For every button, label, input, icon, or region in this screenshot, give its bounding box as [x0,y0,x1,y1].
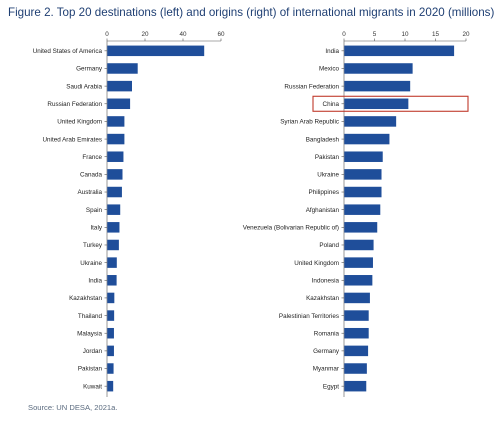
dest-bar [107,380,114,392]
dest-bar [107,310,115,321]
orig-category-label: Afghanistan [306,207,340,214]
dest-category-label: Kazakhstan [69,295,102,302]
dest-bar [107,363,114,374]
orig-category-label: China [323,101,340,108]
dest-category-label: United Kingdom [57,119,102,126]
orig-category-label: Romania [314,330,340,337]
dest-category-label: Australia [78,189,103,196]
orig-bar [344,204,381,215]
orig-bar [344,169,382,180]
dest-bar [107,151,124,162]
dest-bar [107,169,123,180]
orig-category-label: India [325,48,339,55]
dest-tick-label: 20 [141,31,149,38]
dest-category-label: United States of America [33,48,103,55]
orig-bar [344,222,378,233]
orig-category-label: Ukraine [317,172,339,179]
dest-bar [107,116,125,127]
orig-category-label: Myanmar [313,366,339,373]
dest-category-label: Thailand [78,313,103,320]
orig-bar [344,80,411,92]
dest-category-label: Spain [86,207,103,214]
dest-bar [107,257,117,268]
orig-bar [344,275,373,286]
orig-tick-label: 10 [401,31,409,38]
orig-bar [344,98,409,110]
dest-category-label: Jordan [83,348,103,355]
orig-tick-label: 5 [373,31,377,38]
orig-bar [344,45,455,57]
orig-bar [344,133,390,145]
source-note: Source: UN DESA, 2021a. [28,403,118,412]
dest-category-label: Russian Federation [47,101,102,108]
orig-bar [344,363,367,374]
orig-category-label: Indonesia [312,277,340,284]
dest-bar [107,292,115,304]
dest-category-label: India [88,277,102,284]
dest-bar [107,45,205,57]
dest-category-label: Kuwait [83,383,102,390]
dest-bar [107,63,138,74]
orig-category-label: Palestinian Territories [279,313,339,320]
orig-category-label: Mexico [319,66,339,73]
dest-bar [107,98,131,110]
orig-bar [344,345,369,357]
left-chart-destinations: 0 20 40 60 United States of America Germany Sa… [33,31,225,397]
orig-bar [344,380,367,392]
orig-category-label: Syrian Arab Republic [280,119,339,126]
dest-category-label: Malaysia [77,330,102,337]
orig-category-label: Russian Federation [284,83,339,90]
dest-category-label: Canada [80,172,103,179]
dest-category-label: Pakistan [78,366,103,373]
dest-tick-label: 0 [105,31,109,38]
orig-category-label: Venezuela (Bolivarian Republic of) [243,225,339,232]
orig-category-label: Bangladesh [306,136,340,143]
dest-bar [107,222,120,233]
dest-bar [107,239,119,251]
dest-category-label: France [82,154,102,161]
dest-category-label: Ukraine [80,260,102,267]
orig-bar [344,239,374,251]
orig-tick-label: 15 [432,31,440,38]
orig-category-label: Germany [313,348,340,355]
dest-bar [107,186,122,198]
orig-category-label: Kazakhstan [306,295,339,302]
dest-category-label: Saudi Arabia [66,83,102,90]
dest-bar [107,275,117,286]
orig-bar [344,116,397,127]
dest-tick-label: 40 [179,31,187,38]
dest-category-label: Germany [76,66,103,73]
orig-bar [344,151,383,162]
orig-category-label: Poland [319,242,339,249]
dest-bar [107,204,121,215]
orig-bar [344,186,382,198]
orig-category-label: Pakistan [315,154,340,161]
orig-category-label: Egypt [323,383,339,390]
orig-bar [344,327,369,339]
orig-tick-label: 0 [342,31,346,38]
dest-bar [107,345,114,357]
orig-bar [344,292,370,304]
dest-category-label: United Arab Emirates [43,136,103,143]
orig-bar [344,310,369,321]
orig-tick-label: 20 [462,31,470,38]
right-chart-origins: 0 5 10 15 20 India Mexico Russian Federation Chi… [243,31,470,397]
dest-tick-label: 60 [217,31,225,38]
orig-category-label: United Kingdom [294,260,339,267]
dest-bar [107,327,114,339]
dest-bar [107,80,132,92]
orig-bar [344,257,373,268]
orig-bar [344,63,413,74]
dest-category-label: Turkey [83,242,103,249]
highlight-box [312,95,469,112]
orig-category-label: Philippines [309,189,339,196]
figure-title: Figure 2. Top 20 destinations (left) and… [8,6,495,19]
dest-bar [107,133,125,145]
dest-category-label: Italy [90,225,102,232]
